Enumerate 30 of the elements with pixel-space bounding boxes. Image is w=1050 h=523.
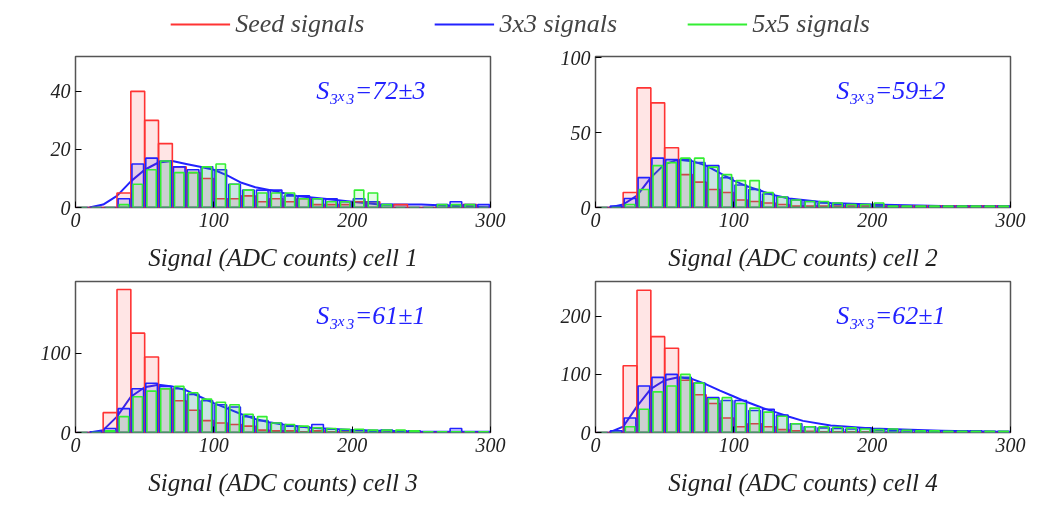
x-tick-label: 300 xyxy=(994,433,1026,456)
x-tick-label: 200 xyxy=(337,208,368,231)
x-tick-label: 100 xyxy=(198,208,229,231)
y-tick-label: 100 xyxy=(560,47,591,69)
x-tick-label: 200 xyxy=(337,433,368,456)
x-tick-label: 100 xyxy=(198,433,229,456)
y-tick-label: 100 xyxy=(40,342,71,365)
x-tick-label: 200 xyxy=(857,208,888,231)
annotation: S₃ₓ₃=62±1 xyxy=(836,300,946,330)
x-axis-title: Signal (ADC counts) cell 1 xyxy=(148,243,418,272)
legend-label: 5x5 signals xyxy=(752,9,870,39)
x-tick-label: 100 xyxy=(718,208,749,231)
annotation: S₃ₓ₃=59±2 xyxy=(836,75,946,105)
y-tick-label: 200 xyxy=(560,305,591,328)
annotation: S₃ₓ₃=61±1 xyxy=(316,300,426,330)
y-tick-label: 20 xyxy=(50,138,71,161)
x-axis-title: Signal (ADC counts) cell 3 xyxy=(148,468,418,497)
y-tick-label: 50 xyxy=(570,121,591,144)
x-axis-title: Signal (ADC counts) cell 2 xyxy=(668,243,938,272)
x-tick-label: 300 xyxy=(474,208,506,231)
x-tick-label: 100 xyxy=(718,433,749,456)
annotation: S₃ₓ₃=72±3 xyxy=(316,75,426,105)
y-tick-label: 40 xyxy=(50,80,71,103)
legend-label: 3x3 signals xyxy=(499,9,618,39)
legend-label: Seed signals xyxy=(235,9,365,39)
x-tick-label: 300 xyxy=(474,433,506,456)
y-tick-label: 100 xyxy=(560,363,591,386)
x-tick-label: 200 xyxy=(857,433,888,456)
x-axis-title: Signal (ADC counts) cell 4 xyxy=(668,468,938,497)
x-tick-label: 300 xyxy=(994,208,1026,231)
